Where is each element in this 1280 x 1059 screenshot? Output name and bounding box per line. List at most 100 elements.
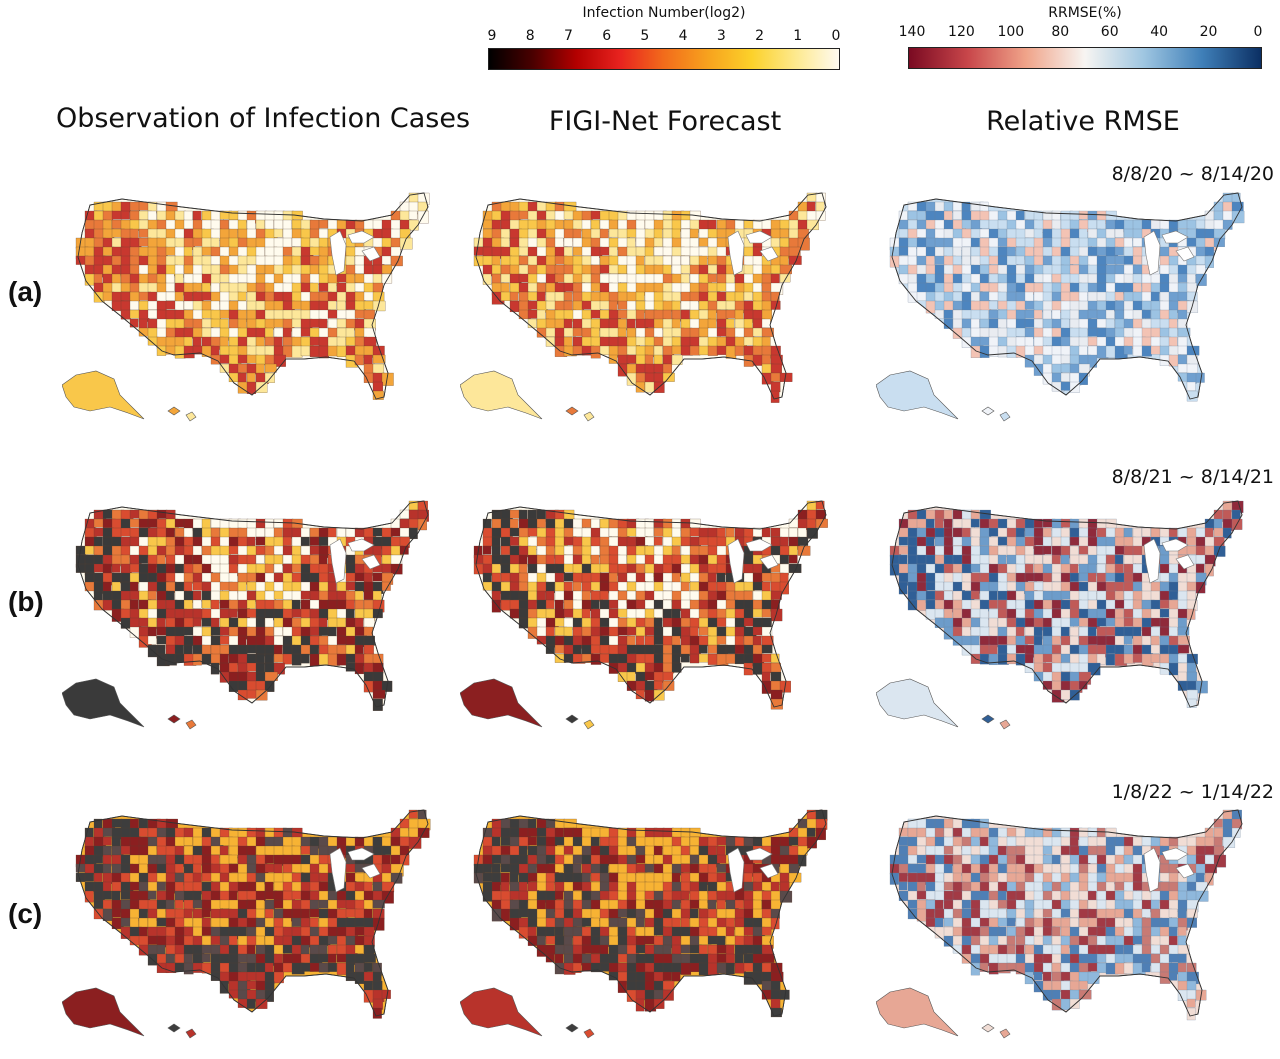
hawaii-shape — [583, 411, 595, 422]
map-observation-b — [62, 500, 429, 730]
column-title-rrmse: Relative RMSE — [986, 106, 1180, 137]
great-lake — [1175, 246, 1195, 262]
great-lake — [727, 538, 745, 584]
map-forecast-c — [460, 809, 828, 1039]
row-date-c: 1/8/22 ~ 1/14/22 — [1111, 781, 1274, 803]
alaska-shape — [876, 678, 959, 728]
rrmse-colorbar-tick: 20 — [1199, 24, 1218, 40]
county-cells — [889, 500, 1244, 708]
map-observation-c — [62, 809, 431, 1039]
rrmse-colorbar-tick: 100 — [997, 24, 1025, 40]
great-lake — [361, 554, 381, 570]
column-title-observation: Observation of Infection Cases — [55, 103, 471, 134]
row-date-a: 8/8/20 ~ 8/14/20 — [1111, 163, 1274, 185]
alaska-shape — [876, 370, 959, 420]
alaska-shape — [62, 678, 145, 728]
alaska-shape — [460, 987, 543, 1037]
great-lake — [759, 554, 779, 570]
great-lake — [745, 538, 773, 552]
county-cells — [75, 192, 430, 400]
alaska-shape — [876, 987, 959, 1037]
great-lake — [759, 863, 779, 879]
great-lake — [329, 847, 347, 893]
hawaii-shape — [185, 1028, 197, 1039]
infection-colorbar-ticks: 9 8 7 6 5 4 3 2 1 0 — [487, 28, 841, 46]
alaska-shape — [62, 987, 145, 1037]
great-lake — [759, 246, 779, 262]
rrmse-colorbar-tick: 60 — [1100, 24, 1119, 40]
row-date-b: 8/8/21 ~ 8/14/21 — [1111, 466, 1274, 488]
rrmse-colorbar — [908, 47, 1262, 69]
row-label-c: (c) — [8, 898, 43, 929]
great-lake — [1175, 554, 1195, 570]
hawaii-shape — [999, 411, 1011, 422]
county-cells — [889, 192, 1245, 402]
county-cells — [473, 500, 828, 710]
county-cells — [75, 500, 429, 711]
alaska-shape — [460, 370, 543, 420]
hawaii-shape — [981, 714, 995, 724]
infection-colorbar-tick: 6 — [602, 28, 612, 44]
alaska-shape — [460, 678, 543, 728]
rrmse-colorbar-tick: 140 — [898, 24, 926, 40]
county-cells — [75, 809, 431, 1019]
great-lake — [727, 230, 745, 276]
hawaii-shape — [185, 411, 197, 422]
infection-colorbar — [488, 48, 840, 70]
rrmse-colorbar-tick: 40 — [1150, 24, 1169, 40]
map-rrmse-b — [876, 500, 1244, 730]
row-label-a: (a) — [8, 276, 43, 307]
great-lake — [727, 847, 745, 893]
county-cells — [473, 809, 828, 1018]
infection-colorbar-tick: 4 — [678, 28, 688, 44]
great-lake — [361, 246, 381, 262]
hawaii-shape — [565, 714, 579, 724]
county-cells — [473, 192, 826, 403]
alaska-shape — [62, 370, 145, 420]
hawaii-shape — [185, 719, 197, 730]
hawaii-shape — [981, 1023, 995, 1033]
infection-colorbar-tick: 0 — [831, 28, 841, 44]
great-lake — [329, 230, 347, 276]
hawaii-shape — [565, 406, 579, 416]
infection-colorbar-tick: 8 — [525, 28, 535, 44]
map-rrmse-a — [876, 192, 1245, 422]
infection-colorbar-tick: 5 — [640, 28, 650, 44]
great-lake — [1143, 538, 1161, 584]
hawaii-shape — [167, 406, 181, 416]
rrmse-colorbar-ticks: 140 120 100 80 60 40 20 0 — [899, 24, 1263, 42]
great-lake — [1143, 230, 1161, 276]
county-cells — [889, 809, 1243, 1021]
great-lake — [361, 863, 381, 879]
rrmse-colorbar-tick: 120 — [948, 24, 975, 40]
hawaii-shape — [167, 1023, 181, 1033]
rrmse-colorbar-tick: 0 — [1253, 24, 1263, 40]
hawaii-shape — [999, 1028, 1011, 1039]
map-forecast-b — [460, 500, 828, 730]
hawaii-shape — [583, 719, 595, 730]
infection-colorbar-tick: 2 — [755, 28, 765, 44]
hawaii-shape — [981, 406, 995, 416]
great-lake — [1175, 863, 1195, 879]
infection-colorbar-tick: 1 — [793, 28, 803, 44]
rrmse-colorbar-title: RRMSE(%) — [1048, 5, 1122, 21]
great-lake — [1143, 847, 1161, 893]
row-label-b: (b) — [8, 586, 44, 617]
great-lake — [347, 538, 375, 552]
great-lake — [1161, 230, 1189, 244]
great-lake — [745, 230, 773, 244]
great-lake — [1161, 847, 1189, 861]
infection-colorbar-tick: 3 — [716, 28, 726, 44]
rrmse-colorbar-tick: 80 — [1051, 24, 1070, 40]
great-lake — [1161, 538, 1189, 552]
hawaii-shape — [999, 719, 1011, 730]
great-lake — [329, 538, 347, 584]
great-lake — [347, 230, 375, 244]
map-forecast-a — [460, 192, 827, 422]
hawaii-shape — [167, 714, 181, 724]
infection-colorbar-tick: 9 — [487, 28, 497, 44]
hawaii-shape — [565, 1023, 579, 1033]
great-lake — [745, 847, 773, 861]
hawaii-shape — [583, 1028, 595, 1039]
great-lake — [347, 847, 375, 861]
